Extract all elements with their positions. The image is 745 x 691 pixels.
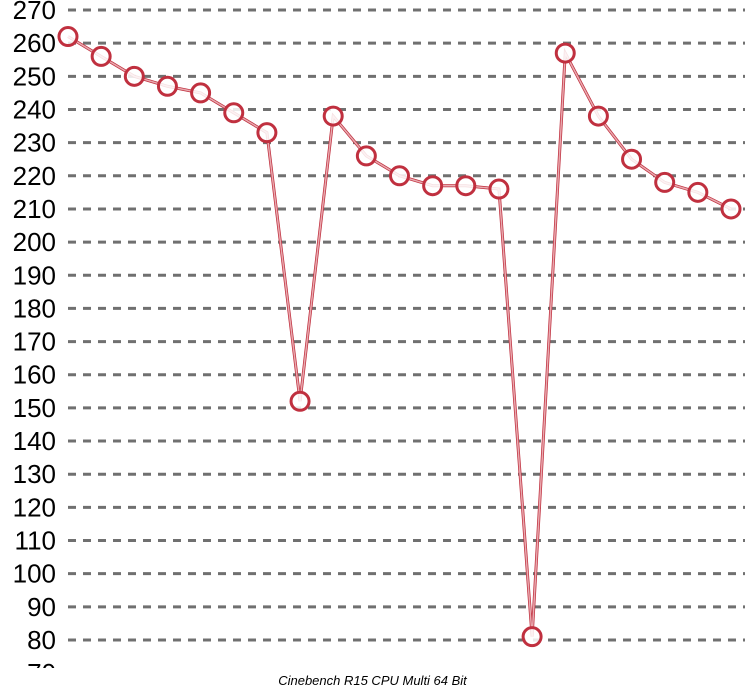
data-point [190, 82, 212, 104]
data-point [687, 181, 709, 203]
data-point [123, 65, 145, 87]
data-point [389, 165, 410, 187]
y-tick-label: 110 [15, 526, 56, 556]
y-tick-label: 240 [13, 94, 56, 124]
data-point [322, 105, 344, 127]
y-tick-label: 250 [13, 61, 56, 91]
x-axis-label: Cinebench R15 CPU Multi 64 Bit [278, 673, 467, 688]
data-point [720, 198, 742, 220]
y-tick-label: 100 [13, 559, 56, 589]
data-point [654, 171, 676, 193]
y-tick-label: 90 [27, 592, 56, 622]
data-point [554, 42, 576, 64]
y-tick-label: 130 [13, 459, 56, 489]
data-point [621, 148, 643, 170]
data-point [422, 175, 444, 197]
y-tick-label: 120 [13, 492, 56, 522]
y-tick-label: 220 [13, 161, 56, 191]
y-tick-label: 80 [27, 625, 56, 655]
data-point [57, 26, 79, 48]
y-tick-label: 210 [13, 194, 56, 224]
data-point [488, 178, 510, 200]
series-line-highlight [67, 35, 732, 637]
y-tick-label: 260 [13, 28, 56, 58]
data-point [521, 626, 543, 648]
y-tick-label: 180 [13, 293, 56, 323]
data-point [587, 105, 609, 127]
series-line [67, 35, 732, 637]
data-point [289, 390, 311, 412]
y-tick-label: 140 [13, 426, 56, 456]
data-point [256, 122, 278, 144]
data-point [455, 175, 477, 197]
data-point [355, 145, 377, 167]
y-tick-label: 70 [27, 658, 56, 688]
y-tick-label: 160 [13, 360, 56, 390]
y-tick-label: 200 [13, 227, 56, 257]
data-point [156, 75, 178, 97]
y-tick-label: 190 [13, 260, 56, 290]
data-point [90, 45, 112, 67]
y-tick-label: 150 [13, 393, 56, 423]
y-tick-label: 270 [13, 0, 56, 25]
data-point [223, 102, 245, 124]
y-tick-label: 230 [13, 128, 56, 158]
y-tick-label: 170 [13, 327, 56, 357]
